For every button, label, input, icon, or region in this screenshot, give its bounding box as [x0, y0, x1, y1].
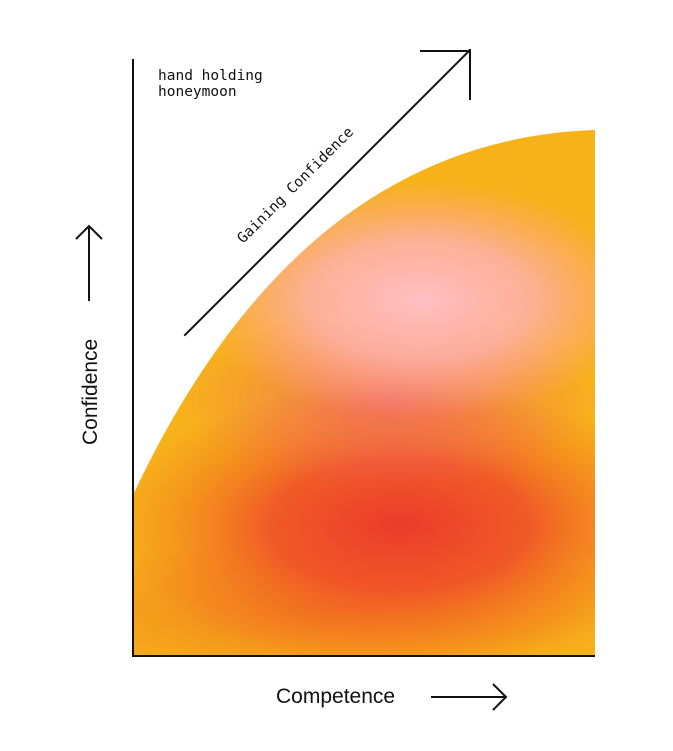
confidence-curve-area: [133, 130, 595, 656]
annotation-line-2: honeymoon: [158, 84, 237, 100]
annotation-line-1: hand holding: [158, 68, 263, 84]
gaining-confidence-arrow-icon: [183, 49, 471, 337]
y-axis-arrow-icon: [75, 224, 103, 301]
x-axis-arrow-icon: [431, 683, 508, 711]
x-axis-label: Competence: [276, 685, 395, 708]
y-axis-label: Confidence: [79, 339, 102, 445]
